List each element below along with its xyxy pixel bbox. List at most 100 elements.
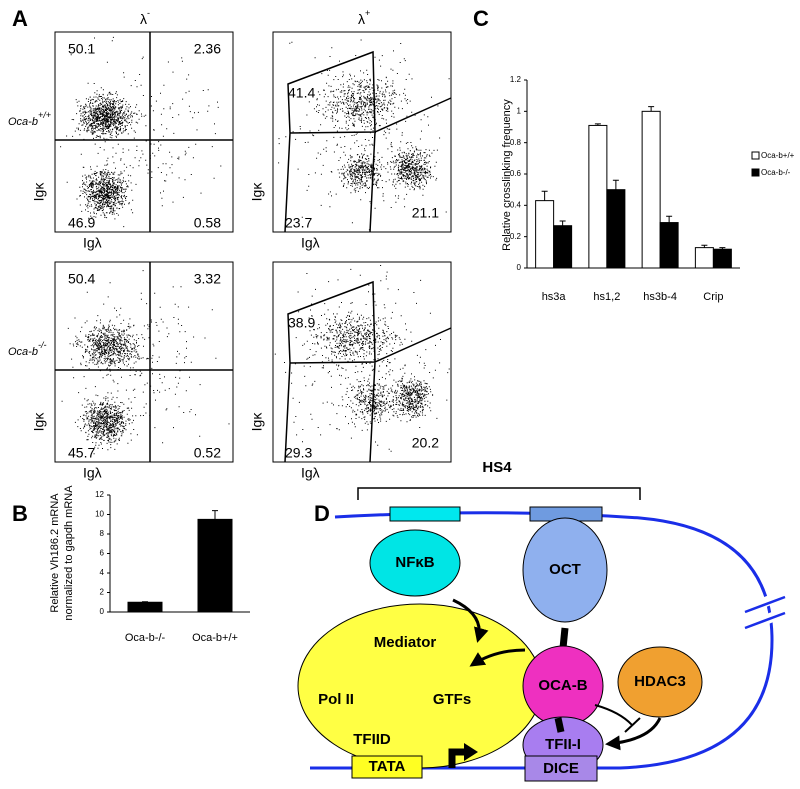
dna: [310, 511, 774, 770]
plot-frame: [272, 261, 452, 463]
y-axis-label: Igκ: [249, 182, 265, 202]
gate: [55, 32, 233, 232]
gate: [55, 262, 233, 462]
bar: [694, 247, 714, 269]
node-label: NFκB: [395, 554, 434, 571]
gate-value: 50.4: [68, 271, 95, 287]
gate-value: 29.3: [285, 445, 312, 461]
node-label: Pol II: [318, 691, 354, 708]
y-axis-label: normalized to gapdh mRNA: [63, 485, 75, 621]
gate-value: 3.32: [194, 271, 221, 287]
panel-d: D HS4 NFκB OCT Mediator Pol II GTFs TFIID OCA-B H…: [297, 459, 792, 782]
gate-value: 21.1: [412, 205, 439, 221]
tss-arrowhead: [464, 743, 478, 761]
error-bar: [612, 179, 619, 190]
column-header-sup: +: [365, 8, 370, 18]
arrow: [605, 717, 662, 751]
arrow: [452, 598, 489, 643]
link: [554, 717, 565, 733]
bar: [641, 110, 661, 269]
hdac3: [617, 646, 703, 718]
row-label: Oca-b-/-: [8, 340, 46, 358]
error-bar: [701, 244, 708, 248]
flow-dots: [60, 36, 222, 228]
y-tick-label: 8: [100, 529, 105, 538]
region-label: HS4: [482, 459, 512, 476]
link: [559, 627, 569, 649]
row-label-sup: +/+: [38, 110, 51, 120]
x-tick-label: Oca-b+/+: [192, 632, 238, 644]
bar: [535, 200, 555, 269]
y-tick-label: 4: [100, 568, 105, 577]
column-header-base: λ: [140, 11, 147, 27]
y-tick-label: 0.6: [510, 169, 522, 178]
plot-frame: [272, 31, 452, 233]
flow-dots: [278, 39, 450, 231]
row-label-sup: -/-: [38, 340, 47, 350]
gate: [284, 50, 452, 233]
column-header: λ-: [140, 8, 150, 26]
gate-value: 0.58: [194, 215, 221, 231]
node-label: TFII-I: [545, 736, 581, 753]
gate-value: 20.2: [412, 435, 439, 451]
inhibition: [594, 704, 633, 726]
node-label: OCA-B: [538, 677, 587, 694]
x-tick-label: Oca-b-/-: [125, 632, 166, 644]
x-axis-label: Igλ: [83, 235, 102, 251]
y-tick-label: 1: [517, 106, 522, 115]
y-tick-label: 10: [95, 510, 104, 519]
y-tick-label: 0: [100, 607, 105, 616]
x-tick-label: Crip: [703, 291, 723, 303]
y-tick-label: 6: [100, 549, 105, 558]
error-bar: [541, 190, 548, 201]
x-axis-label: Igλ: [301, 235, 320, 251]
x-axis-label: Igλ: [83, 465, 102, 481]
y-axis-label: Igκ: [249, 412, 265, 432]
nfkb: [369, 529, 461, 597]
y-tick-label: 0.8: [510, 138, 522, 147]
panel-label: A: [12, 6, 28, 31]
gate-value: 50.1: [68, 41, 95, 57]
x-tick-label: hs3a: [542, 291, 567, 303]
tata-box: [351, 755, 423, 779]
gate-value: 2.36: [194, 41, 221, 57]
gate-value: 46.9: [68, 215, 95, 231]
nfkb-site: [389, 506, 461, 522]
y-tick-label: 1.2: [510, 75, 522, 84]
error-bar: [719, 247, 726, 250]
gate-value: 0.52: [194, 445, 221, 461]
y-tick-label: 0.4: [510, 200, 522, 209]
gate: [284, 280, 452, 463]
column-header: λ+: [358, 8, 370, 26]
legend-label: Oca-b-/-: [761, 168, 791, 177]
error-bar: [212, 510, 218, 520]
gate-value: 23.7: [285, 215, 312, 231]
panel-label: C: [473, 6, 489, 31]
plot-frame: [54, 31, 234, 233]
node-label: GTFs: [433, 691, 471, 708]
flow-dots: [274, 265, 450, 452]
node-label: OCT: [549, 561, 581, 578]
y-axis-label: Igκ: [31, 412, 47, 432]
panel-label: B: [12, 501, 28, 526]
gate-value: 41.4: [288, 85, 315, 101]
dice-box: [524, 755, 598, 782]
node-label: HDAC3: [634, 673, 686, 690]
row-label: Oca-b+/+: [8, 110, 51, 128]
dna-break: [744, 595, 786, 630]
y-axis-label: Relative Vh186.2 mRNA: [49, 493, 61, 613]
bar: [127, 601, 163, 613]
tss-arrow: [448, 748, 466, 768]
x-tick-label: hs1,2: [593, 291, 620, 303]
error-bar: [594, 123, 601, 126]
plot-frame: [54, 261, 234, 463]
row-label-base: Oca-b: [8, 116, 38, 128]
bar: [197, 518, 233, 613]
node-label: TFIID: [353, 731, 391, 748]
flow-dots: [61, 270, 230, 455]
bar: [712, 248, 732, 269]
x-axis-label: Igλ: [301, 465, 320, 481]
legend-swatch: [751, 151, 760, 160]
node-label: TATA: [369, 758, 406, 775]
